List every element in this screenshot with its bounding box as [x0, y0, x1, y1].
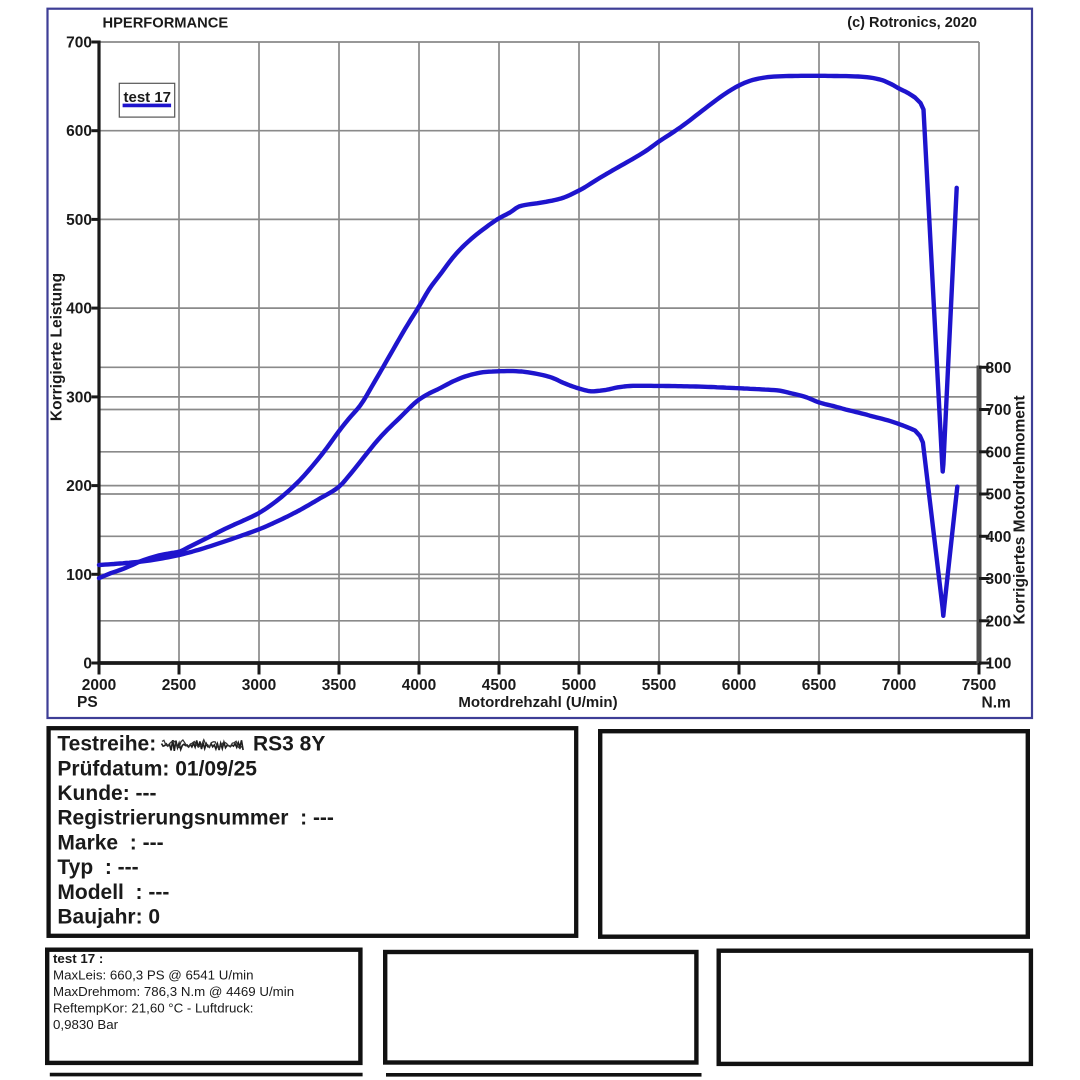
svg-text:ReftempKor: 21,60 °C - Luftdru: ReftempKor: 21,60 °C - Luftdruck:: [53, 1001, 253, 1016]
svg-text:Marke : ---: Marke : ---: [57, 831, 163, 854]
svg-text:5000: 5000: [562, 677, 596, 694]
svg-text:7000: 7000: [882, 677, 916, 694]
svg-text:3500: 3500: [322, 677, 356, 694]
svg-text:Registrierungsnummer : ---: Registrierungsnummer : ---: [57, 807, 334, 830]
svg-text:800: 800: [986, 360, 1012, 377]
svg-text:6000: 6000: [722, 677, 756, 694]
svg-text:Baujahr: 0: Baujahr: 0: [57, 906, 160, 929]
svg-text:2500: 2500: [162, 677, 196, 694]
svg-text:400: 400: [66, 301, 92, 318]
svg-text:700: 700: [66, 35, 92, 52]
svg-text:Motordrehzahl (U/min): Motordrehzahl (U/min): [458, 694, 617, 711]
svg-text:Testreihe:: Testreihe:: [57, 733, 156, 756]
svg-text:(c) Rotronics, 2020: (c) Rotronics, 2020: [847, 15, 977, 31]
svg-text:N.m: N.m: [982, 695, 1011, 712]
svg-text:PS: PS: [77, 694, 98, 711]
svg-text:100: 100: [66, 567, 92, 584]
svg-text:0: 0: [83, 656, 92, 673]
svg-text:RS3 8Y: RS3 8Y: [253, 733, 325, 756]
svg-text:test 17: test 17: [124, 89, 172, 106]
svg-text:300: 300: [986, 571, 1012, 588]
svg-text:600: 600: [986, 444, 1012, 461]
svg-text:Modell : ---: Modell : ---: [57, 881, 169, 904]
svg-text:4500: 4500: [482, 677, 516, 694]
svg-text:Korrigiertes Motordrehmoment: Korrigiertes Motordrehmoment: [1012, 395, 1029, 624]
svg-text:300: 300: [66, 389, 92, 406]
svg-text:500: 500: [66, 212, 92, 229]
svg-text:MaxLeis: 660,3 PS @ 6541 U/min: MaxLeis: 660,3 PS @ 6541 U/min: [53, 968, 254, 983]
svg-text:5500: 5500: [642, 677, 676, 694]
svg-text:Kunde: ---: Kunde: ---: [57, 782, 156, 805]
svg-text:7500: 7500: [962, 677, 996, 694]
svg-text:MaxDrehmom: 786,3 N.m @ 4469 U: MaxDrehmom: 786,3 N.m @ 4469 U/min: [53, 984, 294, 999]
svg-text:400: 400: [986, 529, 1012, 546]
svg-text:3000: 3000: [242, 677, 276, 694]
svg-text:4000: 4000: [402, 677, 436, 694]
svg-text:6500: 6500: [802, 677, 836, 694]
svg-text:Prüfdatum: 01/09/25: Prüfdatum: 01/09/25: [57, 757, 257, 780]
svg-text:200: 200: [66, 478, 92, 495]
svg-text:600: 600: [66, 123, 92, 140]
svg-text:Typ : ---: Typ : ---: [57, 856, 138, 879]
svg-text:500: 500: [986, 487, 1012, 504]
svg-text:0,9830 Bar: 0,9830 Bar: [53, 1017, 119, 1032]
svg-text:200: 200: [986, 613, 1012, 630]
svg-text:HPERFORMANCE: HPERFORMANCE: [103, 16, 229, 32]
svg-text:2000: 2000: [82, 677, 116, 694]
svg-text:100: 100: [986, 656, 1012, 673]
svg-text:Korrigierte Leistung: Korrigierte Leistung: [49, 273, 66, 421]
svg-text:test 17 :: test 17 :: [53, 951, 103, 966]
svg-text:700: 700: [986, 402, 1012, 419]
